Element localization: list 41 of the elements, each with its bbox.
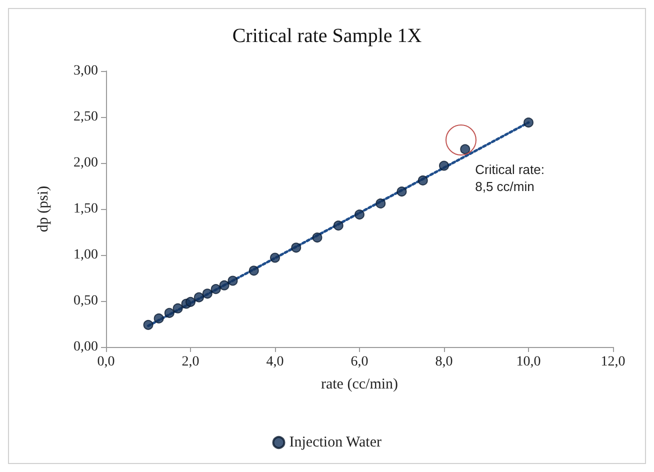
- point: [376, 198, 386, 208]
- x-tick-label: 12,0: [600, 354, 626, 370]
- point: [228, 276, 238, 286]
- y-tick-label: 3,00: [74, 64, 98, 78]
- x-tick-label: 4,0: [266, 354, 284, 370]
- chart-title: Critical rate Sample 1X: [232, 25, 422, 47]
- point: [248, 266, 259, 276]
- x-tick-label: 2,0: [182, 354, 200, 370]
- annotation: Critical rate: 8,5 cc/min: [475, 162, 544, 194]
- y-tick-label: 2,00: [74, 156, 98, 170]
- point: [172, 303, 183, 314]
- x-tick-label: 0,0: [97, 354, 115, 370]
- point: [210, 284, 221, 294]
- point: [439, 160, 449, 171]
- y-tick-label: 1,50: [74, 202, 98, 216]
- point: [164, 308, 174, 318]
- y-tick-label: 0,00: [74, 340, 98, 354]
- point: [396, 186, 407, 197]
- y-tick-label: 0,50: [74, 294, 98, 308]
- y-tick-label: 1,00: [74, 248, 98, 262]
- point: [312, 232, 322, 243]
- y-tick-label: 2,50: [74, 110, 98, 124]
- point: [202, 288, 212, 299]
- point: [354, 210, 364, 220]
- point: [143, 320, 154, 330]
- point: [418, 175, 428, 186]
- point: [194, 292, 204, 302]
- x-axis-title: rate (cc/min): [320, 376, 398, 392]
- point: [333, 220, 344, 231]
- point: [219, 280, 230, 290]
- x-tick-label: 8,0: [435, 354, 453, 370]
- y-axis-title: dp (psi): [36, 186, 52, 232]
- point: [186, 296, 196, 307]
- x-tick-label: 10,0: [516, 354, 541, 370]
- point: [291, 242, 302, 253]
- point: [524, 118, 534, 128]
- point: [460, 144, 470, 154]
- x-tick-label: 6,0: [350, 354, 368, 370]
- point: [270, 252, 280, 263]
- legend-label: Injection Water: [289, 434, 382, 450]
- point: [154, 313, 164, 324]
